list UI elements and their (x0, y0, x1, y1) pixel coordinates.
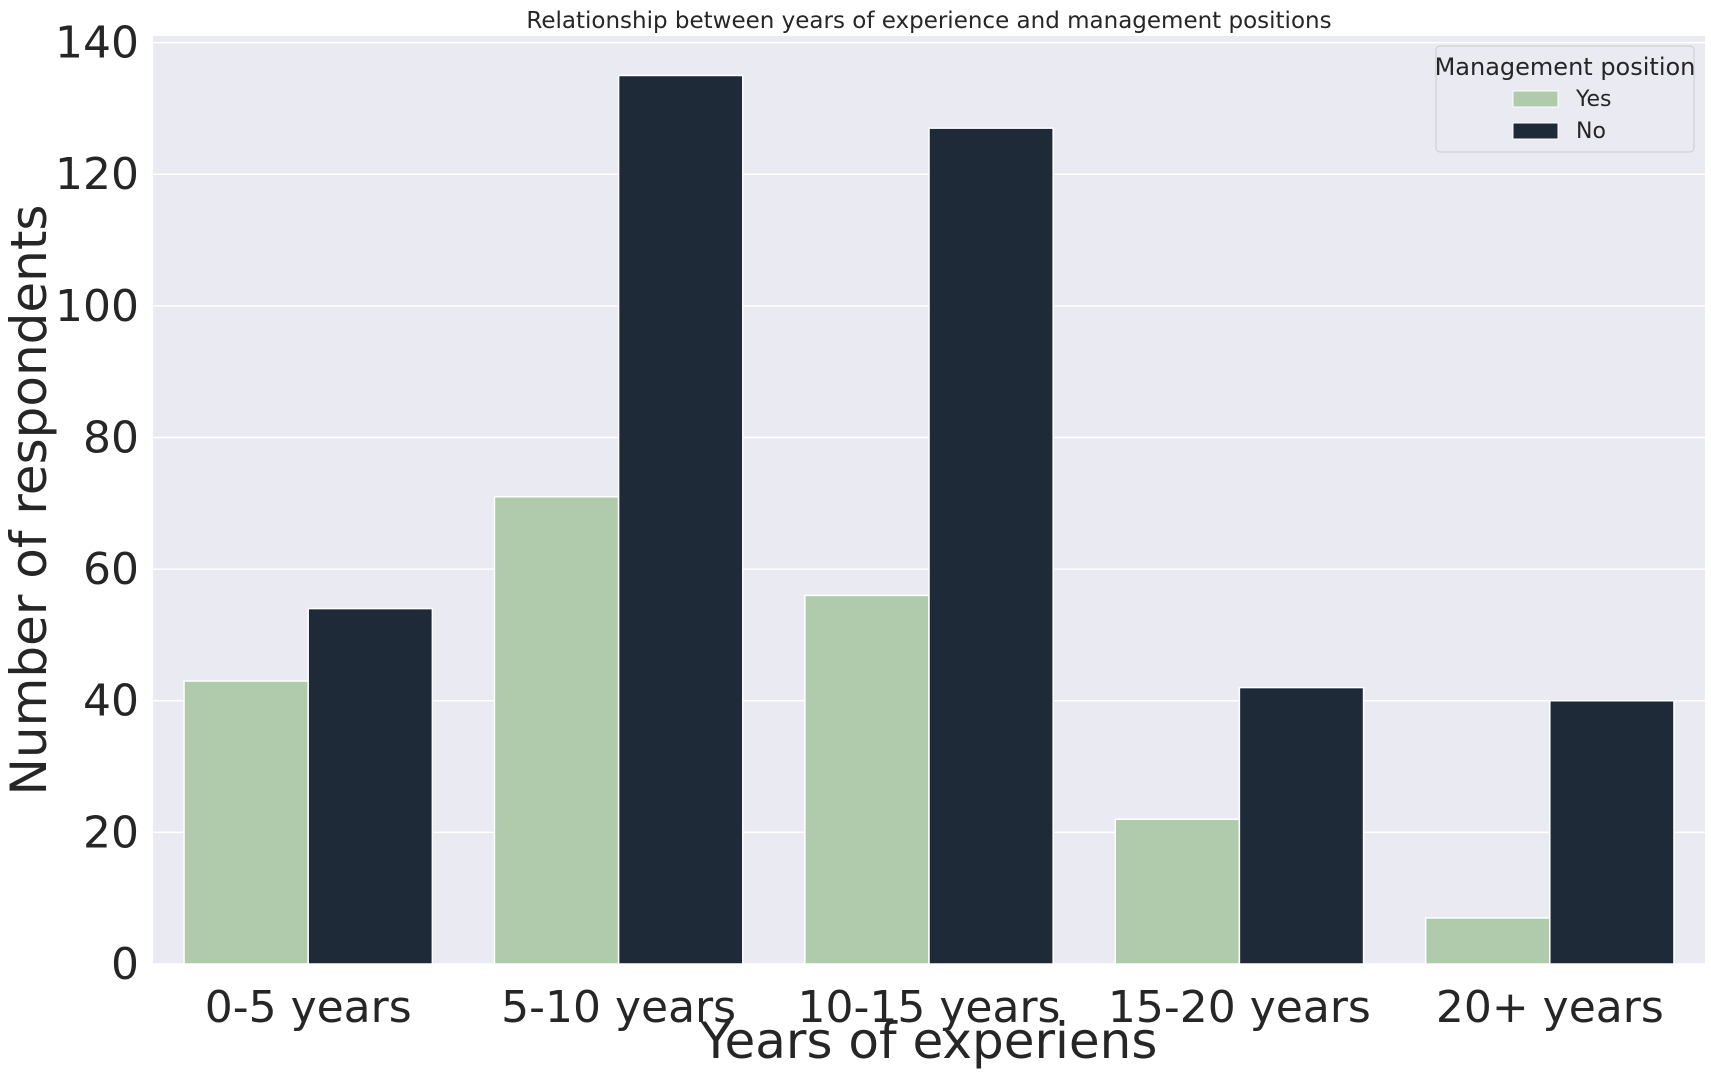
chart-title: Relationship between years of experience… (526, 8, 1331, 34)
bar-yes-3 (1114, 818, 1241, 965)
y-axis-label: Number of respondents (0, 205, 58, 796)
bar-yes-2 (804, 594, 930, 965)
legend-swatch-yes (1512, 90, 1559, 108)
legend-swatch-no (1512, 122, 1559, 140)
bar-no-0 (307, 607, 434, 965)
y-tick-labels: 0 20 40 60 80 100 120 140 (55, 18, 139, 990)
x-tick-label: 10-15 years (798, 982, 1061, 1033)
bars (183, 74, 1675, 965)
y-tick-label: 40 (83, 676, 139, 727)
y-tick-label: 20 (83, 807, 139, 858)
y-tick-label: 140 (55, 18, 139, 69)
y-tick-label: 0 (111, 939, 139, 990)
bar-yes-4 (1424, 917, 1551, 965)
legend-label-yes: Yes (1575, 87, 1612, 112)
legend-label-no: No (1576, 119, 1606, 144)
x-tick-label: 15-20 years (1108, 982, 1371, 1033)
y-tick-label: 120 (55, 149, 139, 200)
legend-box (1435, 45, 1695, 153)
x-tick-label: 20+ years (1436, 982, 1664, 1033)
y-tick-label: 80 (83, 412, 139, 463)
x-axis-label: Years of experiens (700, 1012, 1158, 1070)
y-tick-label: 100 (55, 281, 139, 332)
x-tick-label: 5-10 years (501, 982, 736, 1033)
bar-no-2 (928, 127, 1054, 965)
bar-no-1 (617, 74, 744, 965)
legend: Management position Yes No (1435, 45, 1696, 153)
legend-title: Management position (1435, 53, 1696, 81)
bar-no-3 (1238, 686, 1365, 965)
bar-yes-0 (183, 680, 309, 965)
x-tick-label: 0-5 years (205, 982, 412, 1033)
x-tick-labels: 0-5 years 5-10 years 10-15 years 15-20 year… (205, 982, 1664, 1033)
bar-yes-1 (493, 495, 620, 965)
y-tick-label: 60 (83, 544, 139, 595)
bar-no-4 (1549, 699, 1675, 965)
